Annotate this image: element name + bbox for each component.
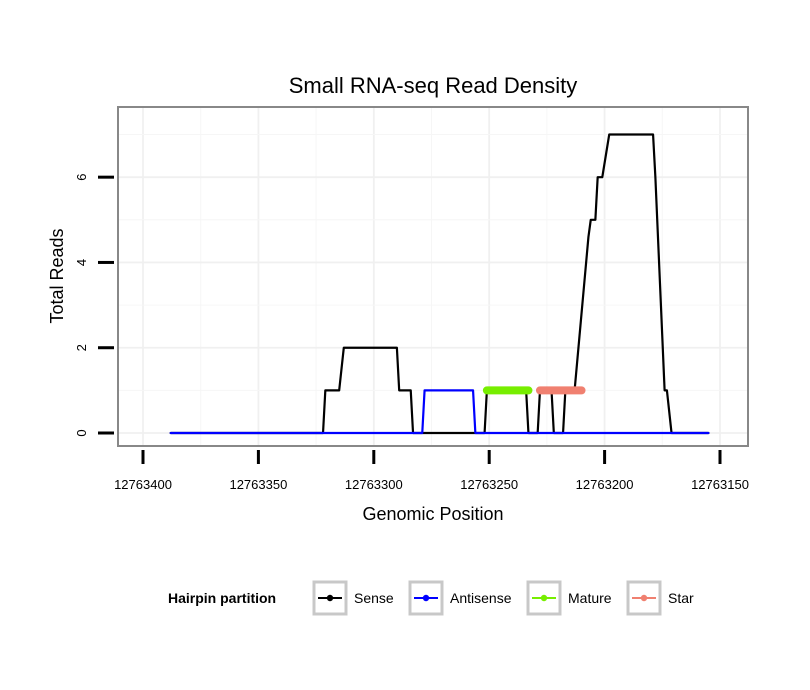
chart-title: Small RNA-seq Read Density [289,73,578,98]
x-tick-label: 12763250 [460,477,518,492]
axis-ticks: 12763400 12763350 12763300 12763250 12763200… [74,174,749,492]
y-tick-label: 2 [74,344,89,351]
y-tick-label: 4 [74,259,89,266]
legend-label-star: Star [668,590,694,606]
x-axis-title: Genomic Position [362,504,503,524]
x-tick-label: 12763400 [114,477,172,492]
x-tick-label: 12763200 [576,477,634,492]
legend-dot-mature [540,594,548,602]
legend-dot-antisense [422,594,430,602]
y-tick-label: 0 [74,429,89,436]
legend-label-mature: Mature [568,590,612,606]
x-tick-label: 12763300 [345,477,403,492]
legend-label-antisense: Antisense [450,590,512,606]
legend-item-antisense: Antisense [408,580,512,616]
series-antisense-line [169,389,710,435]
legend-title: Hairpin partition [168,590,276,606]
y-axis-title: Total Reads [47,228,67,323]
legend-item-star: Star [626,580,694,616]
legend-item-mature: Mature [526,580,612,616]
grid-lines [119,108,747,445]
legend-item-sense: Sense [312,580,394,616]
x-tick-label: 12763350 [229,477,287,492]
legend-dot-star [640,594,648,602]
legend-label-sense: Sense [354,590,394,606]
legend: Hairpin partition Sense Antisense Mature… [168,580,694,616]
x-tick-label: 12763150 [691,477,749,492]
data-series [169,133,710,435]
legend-dot-sense [326,594,334,602]
y-tick-label: 6 [74,174,89,181]
